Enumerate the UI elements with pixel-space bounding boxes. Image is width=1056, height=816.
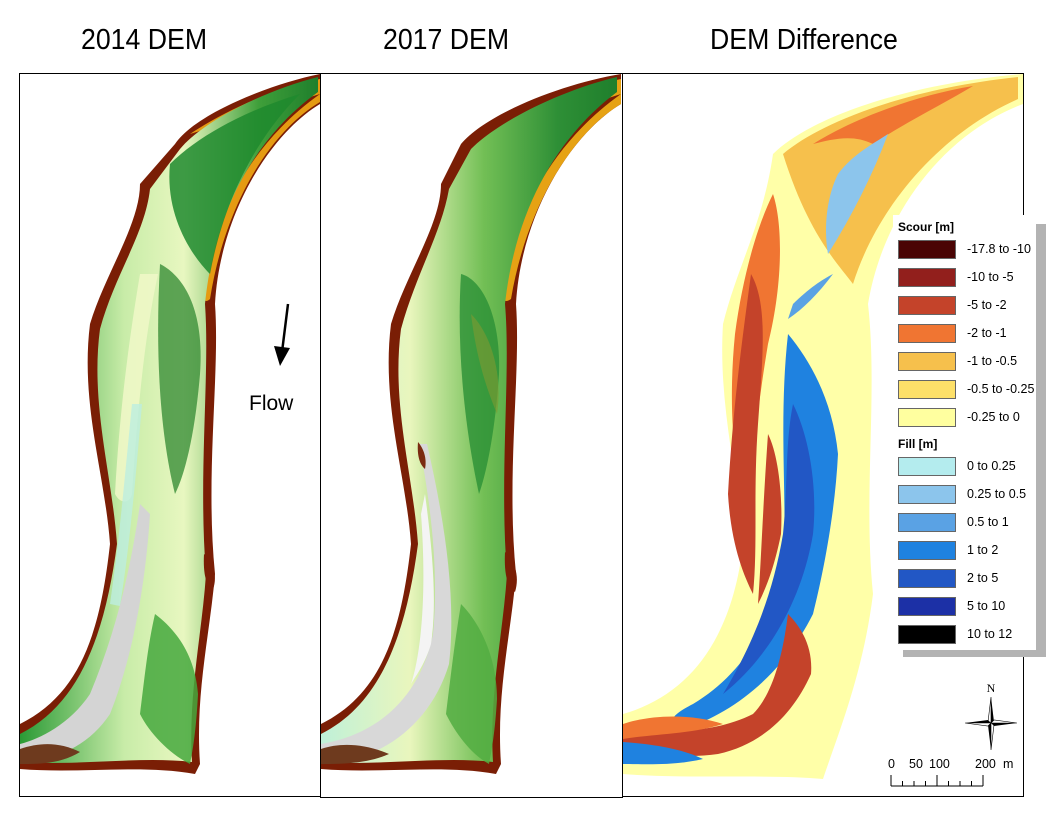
braid-channel — [115, 274, 158, 502]
dem-difference-raster — [623, 74, 1023, 779]
legend-heading-scour: Scour [m] — [898, 220, 955, 234]
legend-swatch — [898, 408, 956, 427]
vegetated-bar — [471, 314, 499, 414]
change-light-blue — [826, 134, 888, 254]
legend-label: 2 to 5 — [967, 571, 999, 585]
legend-item: -5 to -2 — [898, 296, 1036, 317]
change-blue-lower — [623, 742, 703, 765]
legend-item: -10 to -5 — [898, 268, 1036, 289]
vegetated-bar — [158, 264, 201, 494]
legend-label: 1 to 2 — [967, 543, 999, 557]
legend-item: -2 to -1 — [898, 324, 1036, 345]
legend-swatch — [898, 296, 956, 315]
legend-swatch — [898, 485, 956, 504]
legend-item: 1 to 2 — [898, 541, 1036, 562]
braid-channel — [110, 404, 142, 606]
thalweg-white — [411, 494, 434, 684]
change-red — [728, 274, 763, 594]
change-blue — [788, 274, 833, 319]
map-panel-2017-dem — [320, 73, 623, 798]
legend-item: 5 to 10 — [898, 597, 1036, 618]
legend-label: 0.5 to 1 — [967, 515, 1009, 529]
thalweg-brown — [20, 744, 80, 764]
change-orange — [813, 86, 973, 144]
legend-label: -5 to -2 — [967, 298, 1007, 312]
change-dark-blue — [723, 404, 815, 694]
legend-item: -17.8 to -10 — [898, 240, 1036, 261]
legend-swatch — [898, 380, 956, 399]
scale-tick-0: 0 — [888, 757, 895, 771]
dem-2014-raster — [20, 74, 320, 774]
arrow-down-icon — [274, 303, 290, 366]
legend-label: -2 to -1 — [967, 326, 1007, 340]
legend-swatch — [898, 625, 956, 644]
change-red-bar — [758, 434, 782, 604]
legend-swatch — [898, 457, 956, 476]
river-bank — [203, 554, 215, 589]
change-orange-lower — [623, 716, 723, 739]
legend-label: 0.25 to 0.5 — [967, 487, 1027, 501]
legend-label: -10 to -5 — [967, 270, 1014, 284]
river-bank — [504, 552, 517, 592]
legend-item: -1 to -0.5 — [898, 352, 1036, 373]
title-dem-difference: DEM Difference — [710, 24, 898, 56]
legend-swatch — [898, 324, 956, 343]
legend-item: 0.25 to 0.5 — [898, 485, 1036, 506]
title-2014-dem: 2014 DEM — [81, 24, 208, 56]
legend-item: 10 to 12 — [898, 625, 1036, 646]
legend-label: -0.5 to -0.25 — [967, 382, 1035, 396]
change-red-lower — [623, 614, 812, 756]
scale-bar-ruler — [890, 775, 984, 787]
legend-swatch — [898, 541, 956, 560]
legend-label: -17.8 to -10 — [967, 242, 1031, 256]
vegetated-bar — [459, 274, 500, 494]
legend-swatch — [898, 240, 956, 259]
legend-item: -0.25 to 0 — [898, 408, 1036, 429]
legend-label: 5 to 10 — [967, 599, 1006, 613]
legend-label: -1 to -0.5 — [967, 354, 1018, 368]
title-2017-dem: 2017 DEM — [383, 24, 510, 56]
scale-tick-50: 50 — [909, 757, 923, 771]
thalweg-gray — [321, 444, 452, 764]
legend-heading-fill: Fill [m] — [898, 437, 938, 451]
dem-2017-raster — [321, 74, 621, 774]
legend-item: 2 to 5 — [898, 569, 1036, 590]
map-panel-2014-dem: Flow — [19, 73, 321, 797]
scale-unit: m — [1003, 757, 1014, 771]
scale-tick-200: 200 — [975, 757, 996, 771]
legend-item: -0.5 to -0.25 — [898, 380, 1036, 401]
legend-swatch — [898, 597, 956, 616]
vegetated-fan — [446, 604, 497, 764]
thalweg-brown — [321, 744, 389, 764]
thalweg-gray — [20, 504, 150, 764]
legend-item: 0.5 to 1 — [898, 513, 1036, 534]
legend-swatch — [898, 569, 956, 588]
scale-tick-100: 100 — [929, 757, 950, 771]
legend-item: 0 to 0.25 — [898, 457, 1036, 478]
legend-swatch — [898, 352, 956, 371]
legend-label: 10 to 12 — [967, 627, 1013, 641]
legend-swatch — [898, 268, 956, 287]
legend-swatch — [898, 513, 956, 532]
legend-label: -0.25 to 0 — [967, 410, 1020, 424]
flow-label: Flow — [249, 392, 294, 415]
vegetated-bar — [169, 94, 300, 274]
legend-label: 0 to 0.25 — [967, 459, 1016, 473]
vegetated-fan — [140, 614, 198, 764]
thalweg-brown — [417, 442, 426, 469]
north-arrow-icon: N — [964, 681, 1018, 751]
flow-arrow-layer — [274, 303, 290, 366]
north-arrow-label: N — [987, 681, 996, 695]
legend: Scour [m] -17.8 to -10 -10 to -5 -5 to -2 -… — [893, 215, 1036, 650]
